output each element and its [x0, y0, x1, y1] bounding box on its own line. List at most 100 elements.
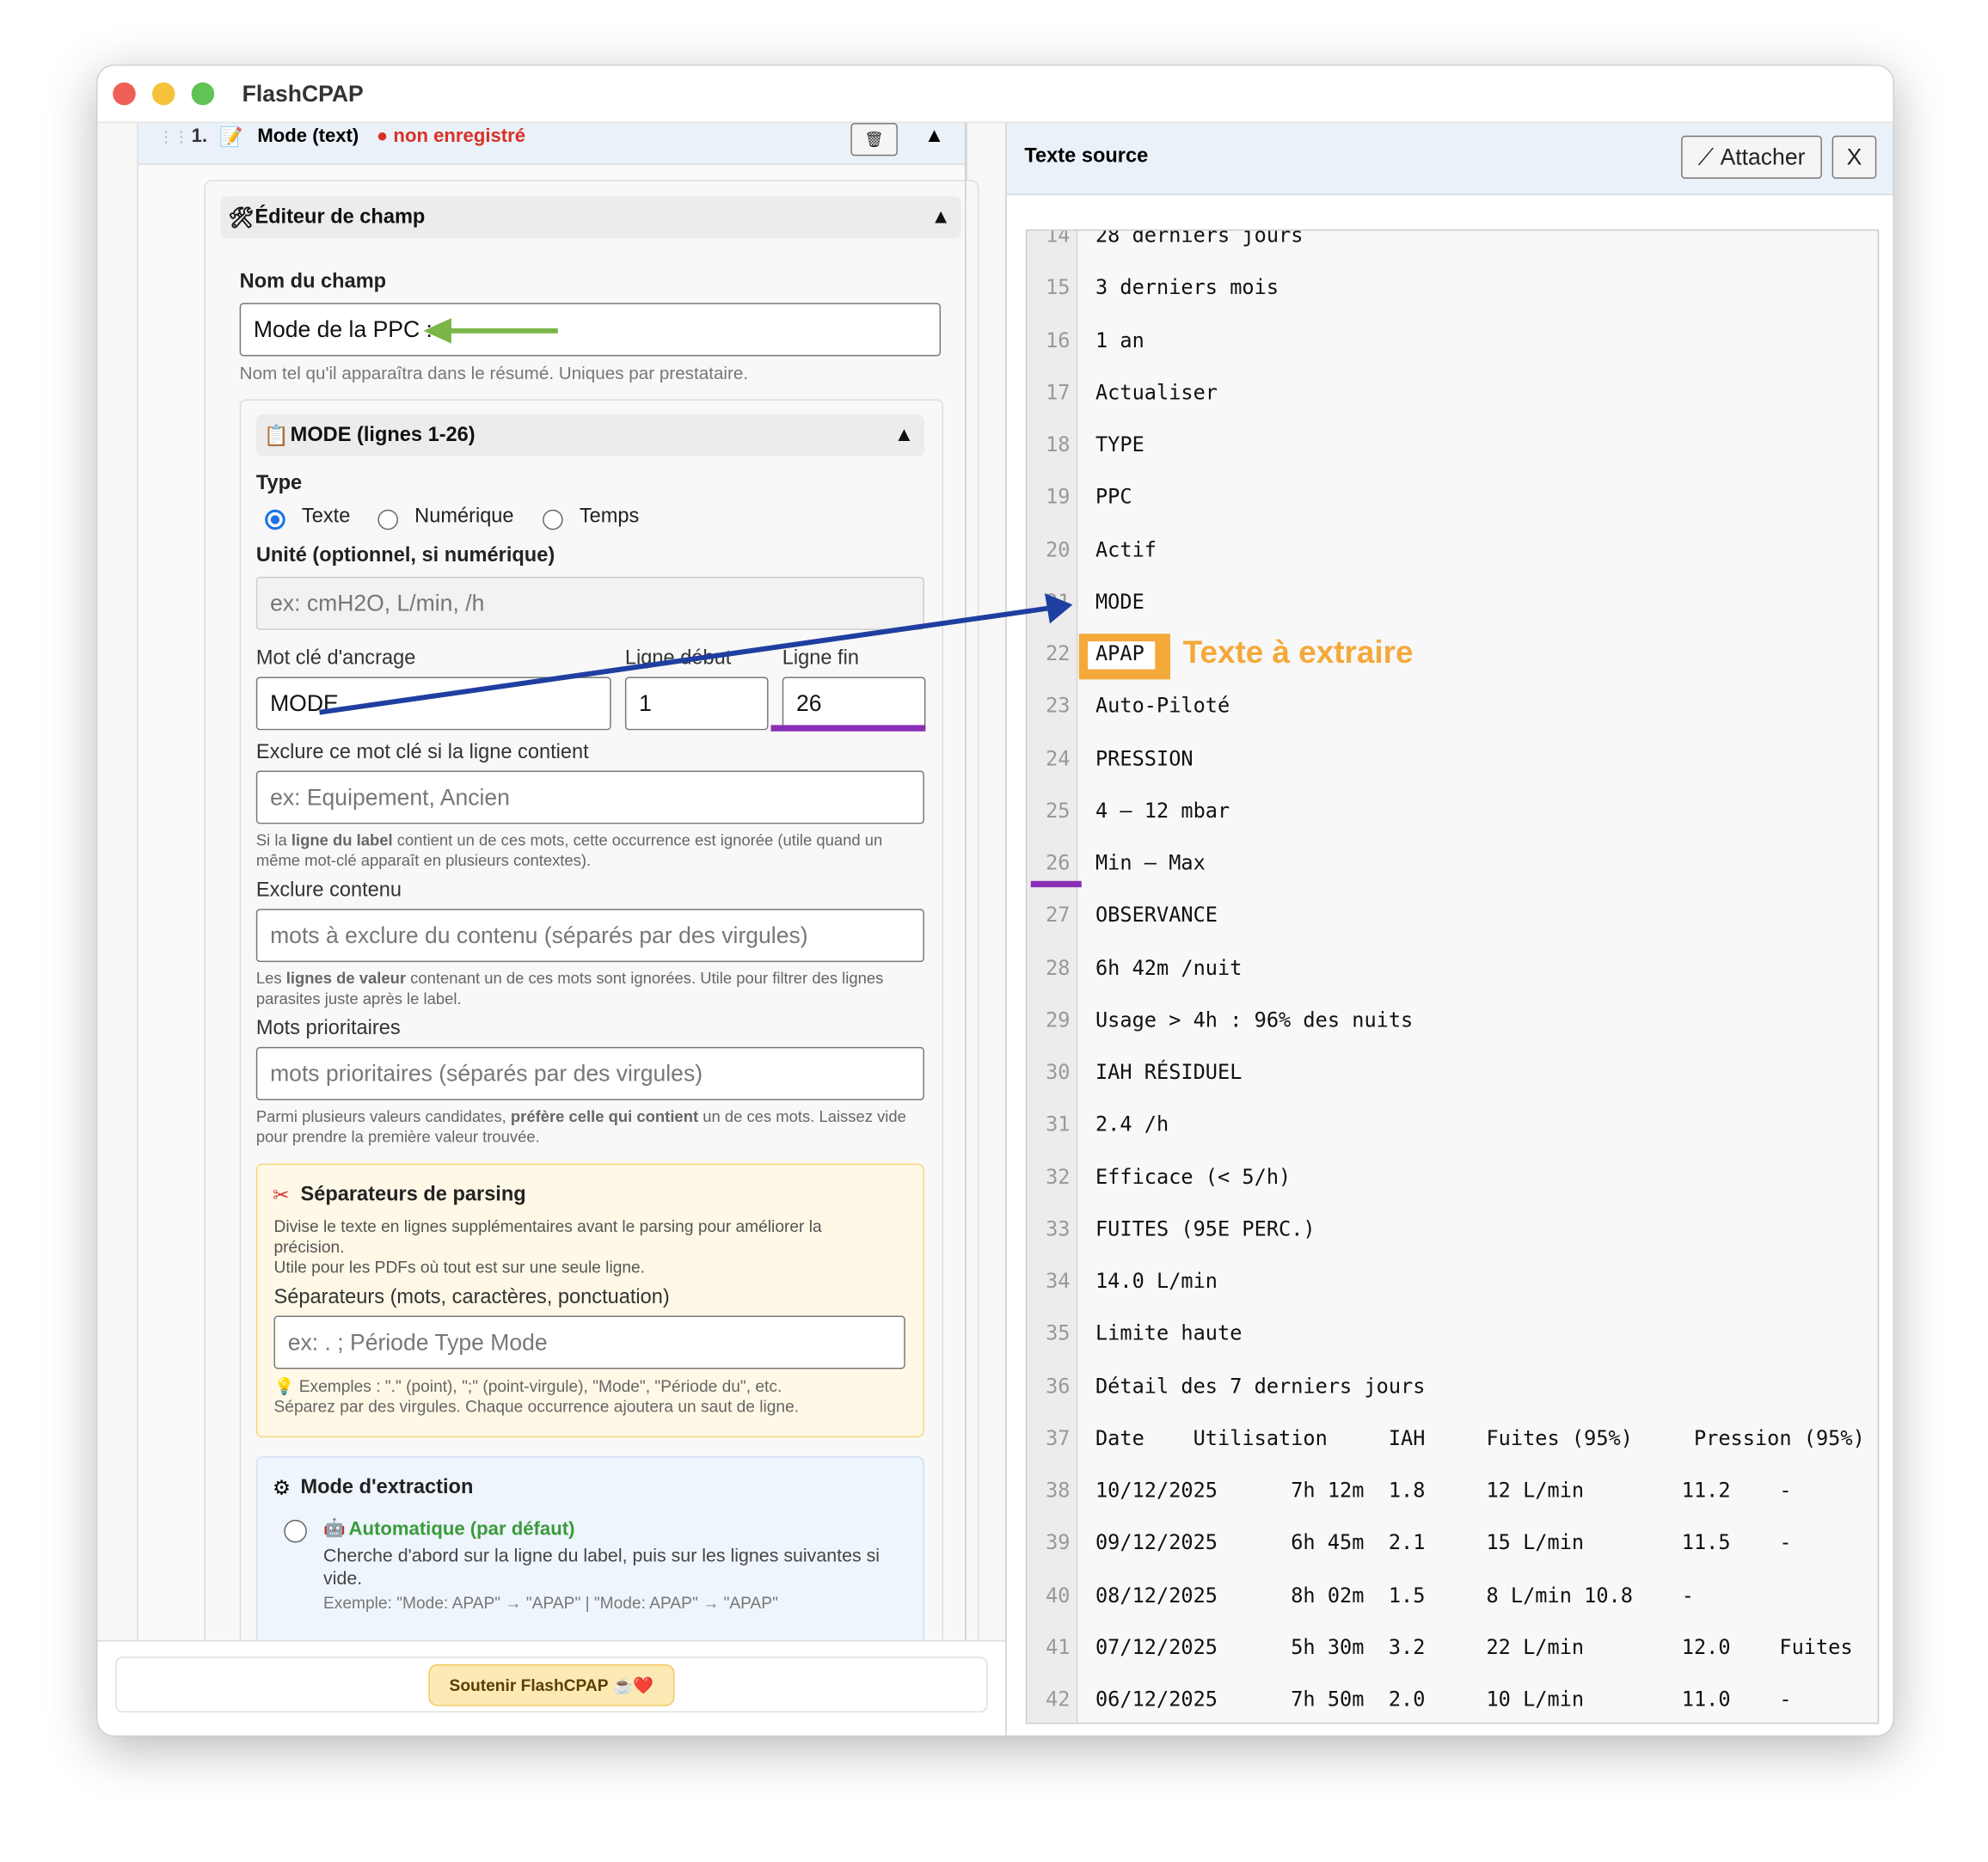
source-line: OBSERVANCE — [1095, 903, 1218, 928]
collapse-icon[interactable]: ▲ — [893, 424, 915, 447]
close-panel-button[interactable]: X — [1832, 135, 1877, 179]
attach-button[interactable]: ⟋ Attacher — [1681, 135, 1822, 179]
app-window: FlashCPAP ⋮⋮ 1. 📝 Mode (text) ● non enre… — [96, 64, 1894, 1737]
line-number: 25 — [1046, 798, 1071, 823]
exclude-keyword-help: Si la ligne du label contient un de ces … — [255, 831, 883, 870]
mode-section-header[interactable]: 📋 MODE (lignes 1-26) ▲ — [255, 414, 924, 456]
source-line: Actif — [1095, 536, 1157, 561]
line-number-gutter — [1027, 230, 1078, 1723]
collapse-icon[interactable]: ▲ — [930, 206, 951, 229]
extract-highlight-box — [1078, 634, 1170, 680]
line-number: 38 — [1046, 1478, 1071, 1503]
attach-label: Attacher — [1720, 144, 1806, 169]
start-line-input[interactable]: 1 — [624, 677, 769, 731]
drag-handle-icon[interactable]: ⋮⋮ — [158, 127, 189, 146]
line-number: 16 — [1046, 328, 1071, 352]
close-window-button[interactable] — [113, 82, 136, 106]
type-radio-texte[interactable] — [265, 509, 285, 530]
extraction-mode-box: ⚙ Mode d'extraction 🤖 Automatique (par d… — [255, 1456, 924, 1643]
source-line: IAH RÉSIDUEL — [1095, 1059, 1242, 1084]
source-panel-header: Texte source ⟋ Attacher X — [1006, 121, 1893, 196]
unit-placeholder: ex: cmH2O, L/min, /h — [270, 590, 485, 616]
lightbulb-icon: 💡 — [273, 1376, 295, 1396]
priority-input[interactable]: mots prioritaires (séparés par des virgu… — [255, 1046, 924, 1100]
green-arrow-annotation — [423, 318, 558, 344]
source-line: TYPE — [1095, 432, 1144, 456]
source-line: FUITES (95E PERC.) — [1095, 1216, 1316, 1241]
source-text-viewer[interactable]: 14 28 derniers jours 15 3 derniers mois 16 1 … — [1025, 229, 1880, 1724]
end-line-label: Ligne fin — [782, 647, 859, 670]
extraction-auto-example: Exemple: "Mode: APAP" → "APAP" | "Mode: … — [322, 1593, 778, 1613]
extraction-title: Mode d'extraction — [300, 1476, 474, 1498]
unit-label: Unité (optionnel, si numérique) — [255, 545, 555, 567]
unsaved-status: ● non enregistré — [376, 125, 526, 148]
line-number: 27 — [1046, 903, 1071, 928]
exclude-keyword-placeholder: ex: Equipement, Ancien — [270, 783, 510, 810]
separators-placeholder: ex: . ; Période Type Mode — [287, 1329, 548, 1355]
source-line: APAP — [1095, 641, 1144, 666]
collapse-icon[interactable]: ▲ — [923, 125, 945, 148]
field-editor-panel: ⋮⋮ 1. 📝 Mode (text) ● non enregistré 🗑 ▲… — [97, 121, 1006, 1643]
separators-input-label: Séparateurs (mots, caractères, ponctuati… — [273, 1286, 670, 1308]
source-line: 06/12/2025 7h 50m 2.0 10 L/min 11.0 - — [1095, 1687, 1792, 1712]
blue-arrow-annotation — [319, 593, 1073, 715]
editor-section-header[interactable]: 🛠 Éditeur de champ ▲ — [220, 196, 961, 239]
type-radio-numerique[interactable] — [377, 509, 398, 530]
line-number: 41 — [1046, 1634, 1071, 1659]
support-button[interactable]: Soutenir FlashCPAP ☕❤️ — [428, 1664, 675, 1706]
field-title: Mode (text) — [257, 125, 359, 148]
source-line: Actualiser — [1095, 379, 1218, 404]
priority-help: Parmi plusieurs valeurs candidates, préf… — [255, 1107, 906, 1146]
source-line: 09/12/2025 6h 45m 2.1 15 L/min 11.5 - — [1095, 1530, 1792, 1555]
field-name-input[interactable]: Mode de la PPC : — [239, 303, 942, 357]
mode-section: 📋 MODE (lignes 1-26) ▲ Type Texte Numéri… — [239, 399, 944, 1643]
exclude-keyword-input[interactable]: ex: Equipement, Ancien — [255, 770, 924, 824]
type-radio-temps[interactable] — [543, 509, 563, 530]
line-number: 17 — [1046, 379, 1071, 404]
line-number: 33 — [1046, 1216, 1071, 1241]
extraction-auto-description: Cherche d'abord sur la ligne du label, p… — [322, 1546, 880, 1590]
mode-section-title: MODE (lignes 1-26) — [290, 424, 476, 447]
field-card-header[interactable]: ⋮⋮ 1. 📝 Mode (text) ● non enregistré 🗑 ▲ — [138, 121, 966, 165]
line-number: 36 — [1046, 1373, 1071, 1398]
line-number: 35 — [1046, 1320, 1071, 1345]
extraction-radio-auto[interactable] — [284, 1519, 307, 1543]
panel-divider[interactable] — [965, 121, 966, 1643]
line-number: 37 — [1046, 1425, 1071, 1450]
exclude-content-input[interactable]: mots à exclure du contenu (séparés par d… — [255, 909, 924, 963]
line-number: 26 — [1046, 850, 1071, 875]
separators-input[interactable]: ex: . ; Période Type Mode — [273, 1315, 905, 1369]
line-number: 31 — [1046, 1112, 1071, 1136]
source-line: 10/12/2025 7h 12m 1.8 12 L/min 11.2 - — [1095, 1478, 1792, 1503]
source-line: Usage > 4h : 96% des nuits — [1095, 1007, 1414, 1032]
end-line-value: 26 — [795, 689, 822, 716]
type-option-label: Texte — [301, 505, 351, 528]
type-option-label: Temps — [579, 505, 640, 528]
minimize-window-button[interactable] — [151, 82, 175, 106]
line-number: 20 — [1046, 536, 1071, 561]
source-line: Min – Max — [1095, 850, 1206, 875]
scissors-icon: ✂ — [273, 1185, 290, 1207]
exclude-content-placeholder: mots à exclure du contenu (séparés par d… — [270, 922, 808, 948]
line-number: 39 — [1046, 1530, 1071, 1555]
source-line: 4 – 12 mbar — [1095, 798, 1230, 823]
unit-input[interactable]: ex: cmH2O, L/min, /h — [255, 576, 924, 630]
exclude-keyword-label: Exclure ce mot clé si la ligne contient — [255, 741, 589, 763]
pencil-icon: 📝 — [219, 126, 243, 149]
field-index: 1. — [191, 125, 208, 148]
maximize-window-button[interactable] — [191, 82, 215, 106]
delete-button[interactable]: 🗑 — [850, 123, 898, 156]
anchor-label: Mot clé d'ancrage — [255, 647, 416, 670]
extraction-auto-label: Automatique (par défaut) — [348, 1518, 575, 1540]
name-help: Nom tel qu'il apparaîtra dans le résumé.… — [239, 362, 749, 383]
window-title: FlashCPAP — [242, 81, 364, 107]
source-line: Limite haute — [1095, 1320, 1242, 1345]
field-name-value: Mode de la PPC : — [253, 315, 433, 342]
extract-annotation-label: Texte à extraire — [1182, 634, 1414, 671]
type-label: Type — [255, 472, 303, 495]
editor-section-title: Éditeur de champ — [255, 206, 426, 229]
priority-placeholder: mots prioritaires (séparés par des virgu… — [270, 1060, 703, 1086]
line-number: 28 — [1046, 955, 1071, 980]
priority-label: Mots prioritaires — [255, 1018, 401, 1040]
